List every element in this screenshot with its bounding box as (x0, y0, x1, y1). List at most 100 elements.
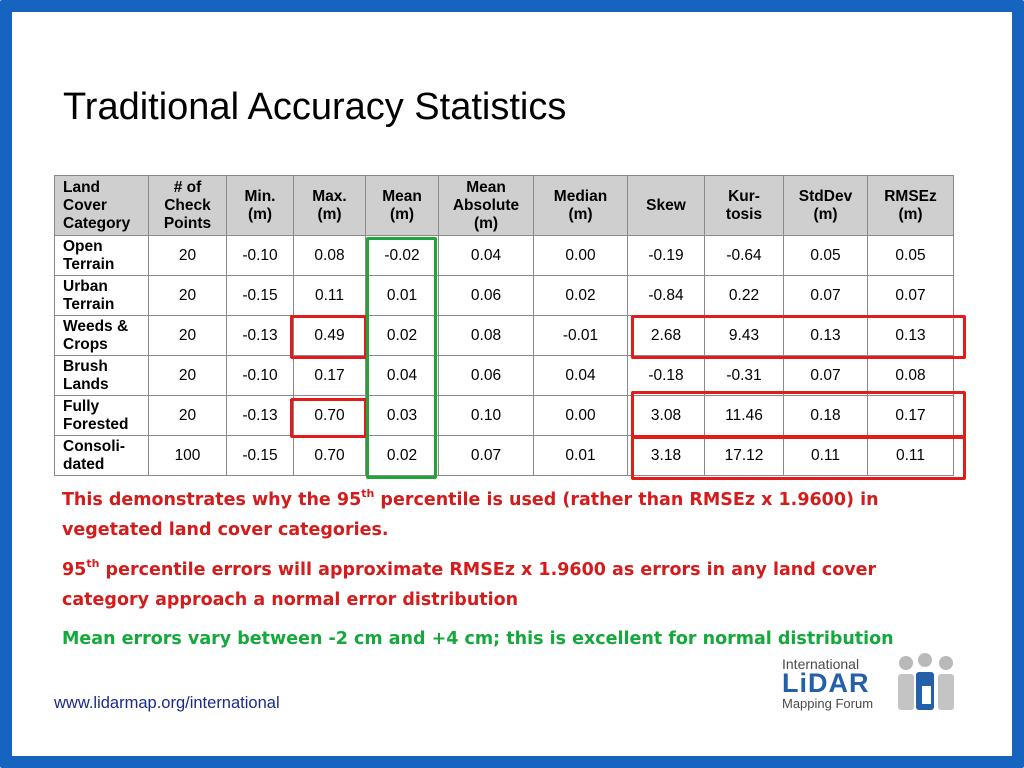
column-header-line: Mean (466, 178, 506, 196)
table-cell: 0.11 (293, 275, 366, 316)
column-header-line: Min. (244, 187, 276, 205)
table-row: Fully Forested 20 -0.13 0.70 0.03 0.10 0.00 3.08… (54, 395, 954, 436)
table-cell: 0.17 (867, 395, 954, 436)
table-cell: 0.08 (867, 355, 954, 396)
table-cell: 0.70 (293, 395, 366, 436)
table-cell: -0.64 (704, 235, 784, 276)
table-cell: 9.43 (704, 315, 784, 356)
table-cell: -0.19 (627, 235, 705, 276)
column-header-line: Max. (312, 187, 347, 205)
table-cell: 0.17 (293, 355, 366, 396)
column-header-line: (m) (317, 205, 342, 223)
column-header-line: Kur- (728, 187, 760, 205)
column-header: Kur-tosis (704, 175, 784, 236)
table-cell: 0.04 (438, 235, 534, 276)
logo-line-international: International (782, 656, 860, 672)
column-header: Mean Absolute (m) (438, 175, 534, 236)
row-category-line: dated (63, 455, 105, 473)
table-cell: 0.13 (867, 315, 954, 356)
accuracy-table: Land Cover Category # of Check Points Min. (m) M… (54, 175, 954, 476)
table-cell: -0.01 (533, 315, 628, 356)
column-header: Skew (627, 175, 705, 236)
table-row: Consoli-dated 100 -0.15 0.70 0.02 0.07 0.01 3.1… (54, 435, 954, 476)
table-cell: -0.18 (627, 355, 705, 396)
table-cell: 0.00 (533, 235, 628, 276)
column-header: # of Check Points (148, 175, 227, 236)
table-cell: 3.18 (627, 435, 705, 476)
row-category-line: Consoli- (63, 437, 125, 455)
people-figures-icon (898, 653, 954, 710)
table-cell: -0.31 (704, 355, 784, 396)
table-cell: 0.02 (533, 275, 628, 316)
table-cell: 20 (148, 235, 227, 276)
row-category-cell: Fully Forested (54, 395, 149, 436)
column-header-line: Cover (63, 196, 107, 214)
table-cell: 0.08 (293, 235, 366, 276)
column-header-line: (m) (813, 205, 838, 223)
column-header-line: Check (164, 196, 211, 214)
column-header: Mean (m) (365, 175, 439, 236)
table-cell: 0.49 (293, 315, 366, 356)
column-header-line: tosis (725, 205, 763, 223)
row-category-cell: Consoli-dated (54, 435, 149, 476)
table-cell: 0.08 (438, 315, 534, 356)
table-row: Brush Lands 20 -0.10 0.17 0.04 0.06 0.04 -0.18 -0… (54, 355, 954, 396)
table-cell: 0.01 (365, 275, 439, 316)
column-header: Max. (m) (293, 175, 366, 236)
column-header-line: (m) (568, 205, 593, 223)
table-cell: 0.07 (438, 435, 534, 476)
table-cell: 20 (148, 395, 227, 436)
column-header-line: Mean (382, 187, 422, 205)
note-mean-errors: Mean errors vary between -2 cm and +4 cm… (62, 629, 894, 649)
table-cell: 0.02 (365, 315, 439, 356)
row-category-cell: Weeds & Crops (54, 315, 149, 356)
column-header: Median (m) (533, 175, 628, 236)
table-cell: -0.15 (226, 435, 294, 476)
table-cell: -0.10 (226, 235, 294, 276)
table-cell: 3.08 (627, 395, 705, 436)
table-cell: 0.22 (704, 275, 784, 316)
table-cell: 0.07 (867, 275, 954, 316)
table-cell: 0.05 (783, 235, 868, 276)
column-header-line: # of (173, 178, 202, 196)
column-header-line: Absolute (452, 196, 520, 214)
table-cell: 0.03 (365, 395, 439, 436)
table-cell: 0.18 (783, 395, 868, 436)
table-cell: 0.11 (783, 435, 868, 476)
column-header-line: (m) (389, 205, 415, 223)
table-cell: 0.07 (783, 355, 868, 396)
lidar-forum-logo: International LiDAR Mapping Forum (782, 650, 972, 720)
table-cell: 0.70 (293, 435, 366, 476)
footer-url-link[interactable]: www.lidarmap.org/international (54, 694, 280, 712)
table-cell: 100 (148, 435, 227, 476)
note-95th-percentile-vegetated: This demonstrates why the 95th percentil… (62, 487, 879, 540)
column-header-line: (m) (473, 214, 499, 232)
row-category-line: Fully (63, 397, 100, 415)
table-row: Weeds & Crops 20 -0.13 0.49 0.02 0.08 -0.01 2.68… (54, 315, 954, 356)
table-cell: 20 (148, 355, 227, 396)
table-cell: 0.10 (438, 395, 534, 436)
table-cell: -0.02 (365, 235, 439, 276)
table-cell: 0.00 (533, 395, 628, 436)
table-cell: 0.07 (783, 275, 868, 316)
table-cell: -0.84 (627, 275, 705, 316)
table-cell: 0.05 (867, 235, 954, 276)
table-cell: 0.02 (365, 435, 439, 476)
row-category-line: Urban (63, 277, 108, 295)
note-95th-percentile-normal: 95th percentile errors will approximate … (62, 557, 877, 610)
table-cell: 0.06 (438, 355, 534, 396)
row-category-cell: Brush Lands (54, 355, 149, 396)
slide-title: Traditional Accuracy Statistics (63, 86, 567, 128)
column-header-line: RMSEz (884, 187, 937, 205)
column-header-line: Points (163, 214, 212, 232)
table-cell: 20 (148, 275, 227, 316)
row-category-line: Forested (63, 415, 129, 433)
column-header: RMSEz (m) (867, 175, 954, 236)
logo-line-lidar: LiDAR (782, 668, 870, 698)
table-cell: -0.15 (226, 275, 294, 316)
table-cell: -0.13 (226, 395, 294, 436)
column-header-line: Skew (646, 196, 686, 214)
column-header-line: Category (63, 214, 131, 232)
table-cell: 0.06 (438, 275, 534, 316)
